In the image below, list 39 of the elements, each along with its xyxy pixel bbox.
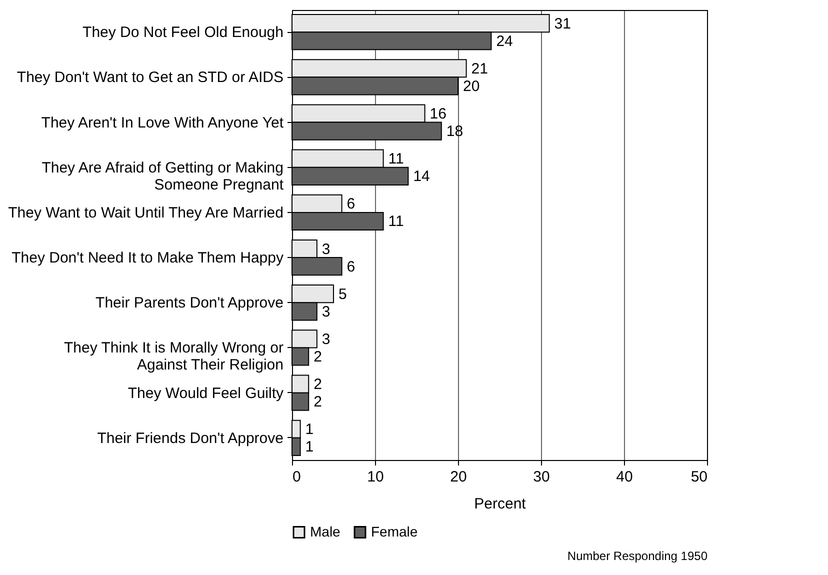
data-label: 2 [314,376,322,394]
data-label: 1 [305,438,314,456]
text: Number Responding 1950 [567,549,708,563]
data-label: 6 [346,196,356,213]
data-label: 24 [496,32,513,50]
data-label: 11 [388,150,404,168]
legend-label: Male [310,523,341,540]
data-label: 3 [322,303,330,320]
y-tick-label: Their Parents Don't Approve [96,294,284,312]
y-tick-label: They Think It is Morally Wrong or Against Their Religion [64,340,284,374]
legend-label: Female [371,523,418,540]
x-tick-label: 30 [533,468,550,486]
data-label: 14 [413,168,430,186]
data-label: 3 [322,240,330,258]
y-tick-label: They Do Not Feel Old Enough [82,24,284,42]
y-tick-label: They Would Feel Guilty [128,384,284,402]
x-axis-title: Percent [474,496,527,512]
data-label: 3 [322,330,330,348]
x-tick-label: 10 [367,468,384,486]
data-label: 21 [471,60,488,78]
data-label: 11 [388,213,404,230]
y-tick-label: They Don't Need It to Make Them Happy [12,250,284,267]
x-tick-label: 0 [292,468,301,486]
y-tick-label: They Aren't In Love With Anyone Yet [41,114,284,132]
x-tick-label: 50 [690,468,708,486]
y-tick-label: They Are Afraid of Getting or Making Someone Pregnant [42,159,284,194]
y-tick-label: They Want to Wait Until They Are Married [8,204,284,222]
data-label: 2 [314,348,322,366]
data-label: 5 [338,286,347,303]
data-label: 31 [554,15,571,32]
data-label: 1 [305,421,314,438]
data-label: 6 [346,258,356,276]
y-tick-label: They Don't Want to Get an STD or AIDS [16,69,284,86]
x-tick-label: 40 [616,468,633,486]
data-label: 2 [314,394,322,411]
y-tick-label: Their Friends Don't Approve [97,430,284,447]
data-label: 16 [430,105,446,122]
data-label: 20 [463,78,480,95]
x-tick-label: 20 [450,468,467,486]
